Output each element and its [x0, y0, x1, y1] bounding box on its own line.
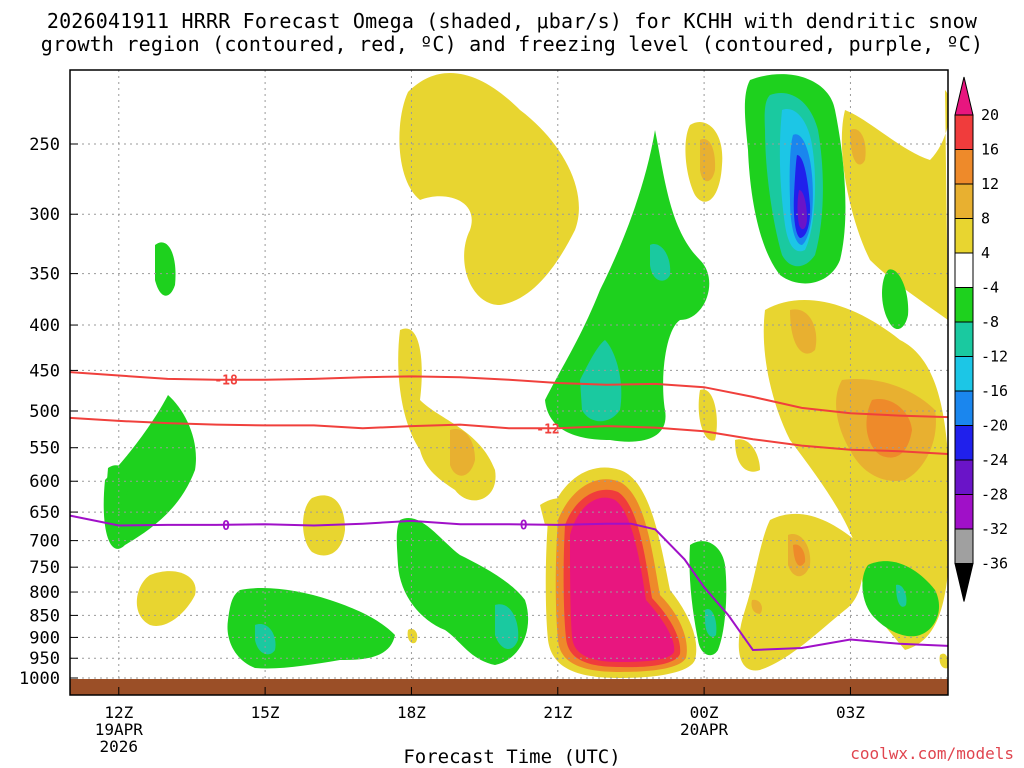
- contour-label: -18: [214, 374, 238, 389]
- shade-green-mid: [545, 130, 710, 442]
- colorbar-label: -28: [981, 486, 1008, 504]
- colorbar-segment: [954, 287, 974, 323]
- colorbar-label: 4: [981, 244, 990, 262]
- colorbar-label: -20: [981, 417, 1008, 435]
- x-tick-label: 15Z: [251, 703, 280, 722]
- colorbar-segment: [954, 218, 974, 254]
- terrain-bar: [70, 679, 948, 695]
- colorbar-label: 8: [981, 210, 990, 228]
- y-tick-label: 700: [29, 532, 60, 552]
- colorbar-segment: [954, 528, 974, 564]
- shade-purple-top: [797, 190, 807, 230]
- shade-yellow-right: [763, 300, 948, 650]
- colorbar-segment: [954, 494, 974, 530]
- shade-teal-0030: [705, 609, 717, 637]
- colorbar-segment: [954, 183, 974, 219]
- colorbar-segment: [954, 356, 974, 392]
- y-tick-label: 900: [29, 628, 60, 648]
- x-tick-label: 21Z: [543, 703, 572, 722]
- y-tick-label: 400: [29, 316, 60, 336]
- plot-frame: [69, 69, 949, 696]
- x-tick-label: 00Z: [690, 703, 719, 722]
- shade-green-left2: [105, 465, 129, 513]
- y-tick-label: 850: [29, 606, 60, 626]
- contour-label: 0: [222, 519, 230, 534]
- x-tick-label: 03Z: [836, 703, 865, 722]
- colorbar-segment: [954, 459, 974, 495]
- colorbar-top-arrow: [954, 76, 974, 116]
- colorbar-label: -4: [981, 279, 999, 297]
- y-tick-label: 750: [29, 558, 60, 578]
- chart-title-line-1: 2026041911 HRRR Forecast Omega (shaded, …: [46, 9, 978, 33]
- shade-orange-6: [850, 129, 866, 165]
- shade-yellow-low-right: [738, 513, 863, 671]
- y-tick-label: 800: [29, 583, 60, 603]
- chart-title-line-2: growth region (contoured, red, ºC) and f…: [40, 32, 984, 56]
- x-tick-label: 18Z: [397, 703, 426, 722]
- shade-yellow-upper: [399, 72, 579, 306]
- y-tick-label: 500: [29, 402, 60, 422]
- contour-freezing-level: [69, 514, 949, 652]
- y-tick-label: 550: [29, 439, 60, 459]
- y-tick-label: 450: [29, 361, 60, 381]
- colorbar-segment: [954, 149, 974, 185]
- colorbar-label: -32: [981, 520, 1008, 538]
- shade-orange-small-3: [751, 599, 763, 614]
- colorbar-segment: [954, 390, 974, 426]
- shade-pink-base: [570, 497, 675, 662]
- x-axis-label: Forecast Time (UTC): [403, 746, 621, 768]
- contour-label: 0: [520, 518, 528, 533]
- shade-yellow-2030: [698, 389, 717, 441]
- colorbar-label: -12: [981, 348, 1008, 366]
- y-tick-label: 950: [29, 649, 60, 669]
- shade-green-left-top: [155, 242, 176, 296]
- shade-teal-mid: [580, 340, 622, 422]
- shade-orange-8: [793, 544, 806, 566]
- colorbar-label: 12: [981, 175, 999, 193]
- y-tick-label: 600: [29, 472, 60, 492]
- shade-yellow-0045-low: [735, 439, 760, 472]
- y-tick-label: 300: [29, 205, 60, 225]
- shade-green-left: [103, 395, 196, 549]
- colorbar-segment: [954, 425, 974, 461]
- x-tick-label: 2026: [100, 737, 139, 756]
- x-tick-label: 20APR: [680, 720, 729, 739]
- y-tick-label: 250: [29, 135, 60, 155]
- colorbar-segment: [954, 321, 974, 357]
- shade-orange-5: [790, 309, 817, 354]
- source-credit: coolwx.com/models: [850, 744, 1014, 763]
- shade-yellow-small-2: [939, 653, 948, 669]
- shade-yellow-small-1: [407, 628, 418, 644]
- y-tick-label: 350: [29, 265, 60, 285]
- contour-label: -12: [536, 422, 559, 437]
- x-tick-label: 12Z: [104, 703, 133, 722]
- shade-teal-low: [255, 624, 276, 655]
- colorbar-label: -24: [981, 451, 1008, 469]
- colorbar-label: -36: [981, 555, 1008, 573]
- colorbar-segment: [954, 252, 974, 288]
- shade-teal-mid2: [650, 244, 671, 281]
- contour-dgz-cold: [69, 371, 949, 419]
- colorbar-bottom-arrow: [954, 563, 974, 602]
- y-tick-label: 650: [29, 503, 60, 523]
- colorbar-label: -8: [981, 313, 999, 331]
- colorbar-label: 20: [981, 106, 999, 124]
- colorbar-label: 16: [981, 141, 999, 159]
- shade-orange-1: [450, 429, 475, 476]
- shade-yellow-left: [136, 571, 196, 626]
- colorbar-segment: [954, 114, 974, 150]
- shade-yellow-right-top: [841, 90, 948, 320]
- x-tick-label: 19APR: [95, 720, 144, 739]
- y-tick-label: 1000: [19, 669, 60, 689]
- colorbar-label: -16: [981, 382, 1008, 400]
- shade-green-low: [227, 588, 395, 669]
- shade-yellow-mid: [398, 328, 496, 501]
- shade-teal-right-low: [896, 584, 907, 607]
- contour-dgz-warm: [69, 416, 949, 455]
- shade-teal-18z: [495, 604, 519, 650]
- shade-green-0030: [689, 541, 727, 656]
- shade-green-right-mid: [882, 269, 909, 330]
